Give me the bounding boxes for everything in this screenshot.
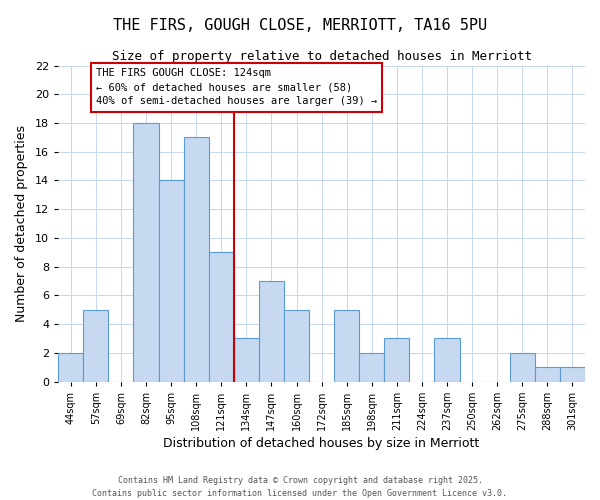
Bar xyxy=(510,353,535,382)
Bar xyxy=(158,180,184,382)
Title: Size of property relative to detached houses in Merriott: Size of property relative to detached ho… xyxy=(112,50,532,63)
Text: THE FIRS GOUGH CLOSE: 124sqm
← 60% of detached houses are smaller (58)
40% of se: THE FIRS GOUGH CLOSE: 124sqm ← 60% of de… xyxy=(96,68,377,106)
Y-axis label: Number of detached properties: Number of detached properties xyxy=(15,125,28,322)
Bar xyxy=(259,281,284,382)
Bar xyxy=(184,138,209,382)
Bar xyxy=(560,367,585,382)
Bar xyxy=(359,353,385,382)
Text: THE FIRS, GOUGH CLOSE, MERRIOTT, TA16 5PU: THE FIRS, GOUGH CLOSE, MERRIOTT, TA16 5P… xyxy=(113,18,487,32)
Bar xyxy=(209,252,234,382)
Bar xyxy=(83,310,109,382)
X-axis label: Distribution of detached houses by size in Merriott: Distribution of detached houses by size … xyxy=(163,437,480,450)
Text: Contains HM Land Registry data © Crown copyright and database right 2025.
Contai: Contains HM Land Registry data © Crown c… xyxy=(92,476,508,498)
Bar xyxy=(58,353,83,382)
Bar xyxy=(133,123,158,382)
Bar xyxy=(385,338,409,382)
Bar xyxy=(434,338,460,382)
Bar xyxy=(284,310,309,382)
Bar xyxy=(234,338,259,382)
Bar xyxy=(535,367,560,382)
Bar xyxy=(334,310,359,382)
